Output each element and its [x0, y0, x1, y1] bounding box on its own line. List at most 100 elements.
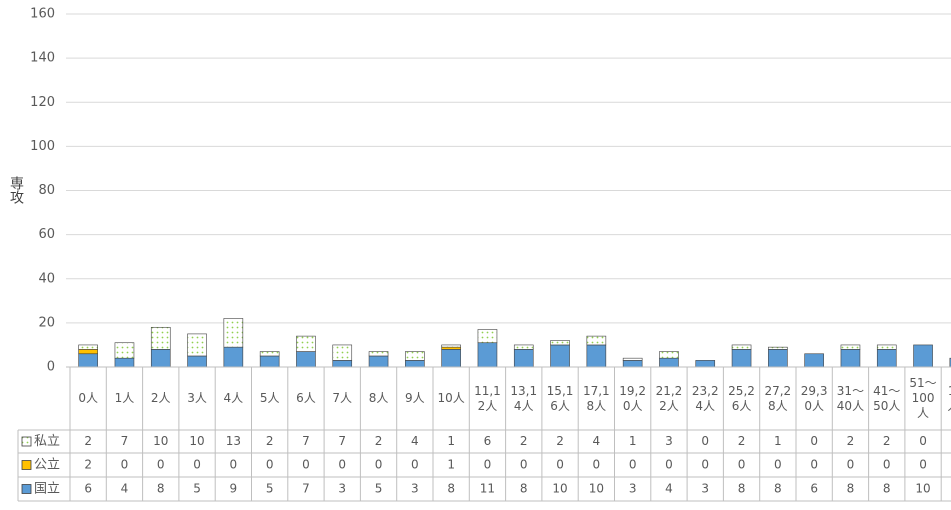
x-category-cell: 5人 [260, 391, 280, 405]
table-value: 5 [266, 482, 274, 496]
table-value: 0 [556, 458, 564, 472]
legend-key [21, 460, 32, 470]
x-category-cell: 13,14人 [510, 383, 538, 413]
x-category-cell: 10人 [438, 391, 465, 405]
x-tick-label: 23,24人 [691, 383, 719, 413]
x-tick-label: 13,14人 [510, 383, 538, 413]
y-axis-label: 専攻 [8, 176, 24, 204]
table-value: 7 [121, 434, 129, 448]
bar-segment [768, 346, 788, 350]
x-category-cell: 6人 [296, 391, 316, 405]
table-value: 6 [484, 434, 492, 448]
y-tick-label: 0 [47, 360, 55, 375]
table-value: 8 [774, 482, 782, 496]
table-value: 0 [629, 458, 637, 472]
x-category-cell: 21,22人 [655, 383, 683, 413]
x-category-cell: 9人 [405, 391, 425, 405]
table-value: 3 [629, 482, 637, 496]
bar-segment [368, 351, 389, 357]
x-tick-label: 7人 [332, 391, 353, 405]
table-value: 0 [375, 458, 383, 472]
table-value: 9 [230, 482, 238, 496]
legend-label: 公立 [34, 458, 60, 473]
legend-key [21, 484, 32, 494]
bar-segment [114, 357, 135, 368]
table-value: 6 [810, 482, 818, 496]
table-value: 2 [738, 434, 746, 448]
bar-segment [477, 329, 498, 344]
table-value: 2 [556, 434, 564, 448]
table-value: 8 [447, 482, 455, 496]
table-value: 1 [447, 434, 455, 448]
bar-segment [441, 349, 461, 368]
x-tick-label: 11,12人 [474, 383, 501, 413]
bar-segment [259, 355, 280, 368]
bar-segment [296, 351, 316, 368]
bar-segment [223, 346, 244, 368]
table-value: 10 [589, 482, 604, 496]
table-value: 2 [520, 434, 528, 448]
x-category-cell: 11,12人 [474, 383, 501, 413]
x-tick-label: 0人 [78, 391, 98, 405]
x-category-cell: 2人 [151, 391, 171, 405]
bar-segment [913, 344, 933, 368]
bar-segment [332, 344, 353, 361]
x-category-cell: 23,24人 [691, 383, 719, 413]
x-tick-label: 15,16人 [546, 383, 574, 413]
table-value: 0 [484, 458, 492, 472]
table-value: 0 [157, 458, 165, 472]
bar-segment [695, 360, 716, 368]
y-tick-label: 120 [30, 95, 55, 110]
x-tick-label: 25,26人 [728, 383, 755, 413]
table-value: 8 [847, 482, 855, 496]
x-tick-label: 1人 [114, 391, 135, 405]
bar-segment [296, 335, 316, 352]
table-value: 2 [84, 434, 92, 448]
table-value: 13 [226, 434, 241, 448]
x-tick-label: 27,28人 [764, 383, 792, 413]
bar-segment [731, 349, 752, 368]
x-category-cell: 19,20人 [619, 384, 646, 413]
table-value: 7 [302, 482, 310, 496]
x-category-cell: 1人 [114, 391, 135, 405]
table-value: 4 [411, 434, 419, 448]
table-value: 0 [266, 458, 274, 472]
table-value: 0 [302, 458, 310, 472]
bar-segment [441, 346, 461, 350]
bar-segment [405, 360, 425, 368]
bar-segment [78, 353, 98, 368]
bar-segment [405, 351, 425, 361]
bar-segment [876, 349, 897, 368]
bar-segment [550, 340, 570, 346]
table-value: 0 [520, 458, 528, 472]
table-value: 2 [266, 434, 274, 448]
x-tick-label: 3人 [187, 391, 207, 405]
x-tick-label: 9人 [405, 391, 425, 405]
bar-segment [840, 349, 861, 368]
y-tick-label: 140 [30, 51, 55, 66]
table-value: 7 [302, 434, 310, 448]
table-value: 10 [189, 434, 204, 448]
bar-segment [659, 351, 679, 359]
y-tick-label: 40 [38, 271, 55, 286]
table-value: 1 [774, 434, 782, 448]
table-value: 3 [665, 434, 673, 448]
bar-segment [150, 349, 171, 368]
table-value: 7 [338, 434, 346, 448]
table-value: 10 [153, 434, 168, 448]
bar-segment [622, 360, 643, 368]
x-category-cell: 4人 [223, 391, 244, 405]
x-tick-label: 4人 [223, 391, 244, 405]
y-tick-label: 60 [38, 227, 55, 242]
bar-segment [477, 342, 498, 368]
x-category-cell: 0人 [78, 391, 98, 405]
table-value: 5 [193, 482, 201, 496]
x-tick-label: 6人 [296, 391, 316, 405]
table-value: 1 [629, 434, 637, 448]
x-category-cell: 25,26人 [728, 383, 755, 413]
table-value: 0 [411, 458, 419, 472]
table-value: 0 [338, 458, 346, 472]
x-tick-label: 29,30人 [800, 383, 828, 413]
bar-segment [78, 349, 98, 355]
x-tick-label: 21,22人 [655, 383, 683, 413]
